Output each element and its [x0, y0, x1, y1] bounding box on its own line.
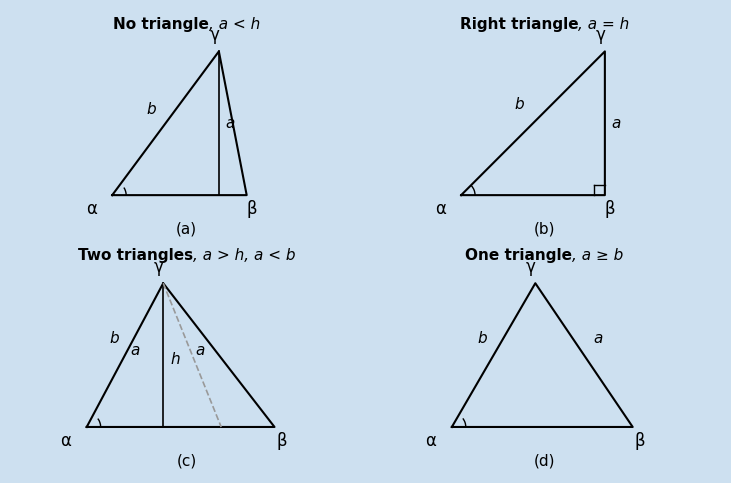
Text: γ: γ	[154, 258, 164, 276]
Text: α: α	[435, 200, 446, 218]
Text: b: b	[147, 102, 156, 117]
Text: a: a	[612, 116, 621, 131]
Text: , a ≥ b: , a ≥ b	[572, 248, 624, 263]
Text: h: h	[170, 352, 180, 367]
Text: No triangle: No triangle	[113, 16, 209, 31]
Text: α: α	[61, 432, 72, 450]
Text: , a = h: , a = h	[578, 16, 629, 31]
Text: (b): (b)	[534, 222, 556, 237]
Text: β: β	[635, 432, 645, 450]
Text: b: b	[515, 97, 524, 112]
Text: (a): (a)	[176, 222, 197, 237]
Text: a: a	[594, 331, 602, 346]
Text: β: β	[605, 200, 615, 218]
Text: α: α	[86, 200, 96, 218]
Text: Two triangles: Two triangles	[77, 248, 193, 263]
Text: (d): (d)	[534, 454, 556, 469]
Text: b: b	[110, 331, 119, 346]
Text: One triangle: One triangle	[466, 248, 572, 263]
Text: a: a	[226, 116, 235, 131]
Text: γ: γ	[595, 26, 605, 44]
Text: γ: γ	[526, 258, 536, 276]
Text: γ: γ	[209, 26, 219, 44]
Text: α: α	[425, 432, 436, 450]
Text: (c): (c)	[176, 454, 197, 469]
Text: β: β	[246, 200, 257, 218]
Text: Right triangle: Right triangle	[460, 16, 578, 31]
Text: , a < h: , a < h	[209, 16, 260, 31]
Text: β: β	[276, 432, 287, 450]
Text: , a > h, a < b: , a > h, a < b	[193, 248, 295, 263]
Text: a: a	[131, 343, 140, 358]
Text: b: b	[477, 331, 487, 346]
Text: a: a	[196, 343, 205, 358]
